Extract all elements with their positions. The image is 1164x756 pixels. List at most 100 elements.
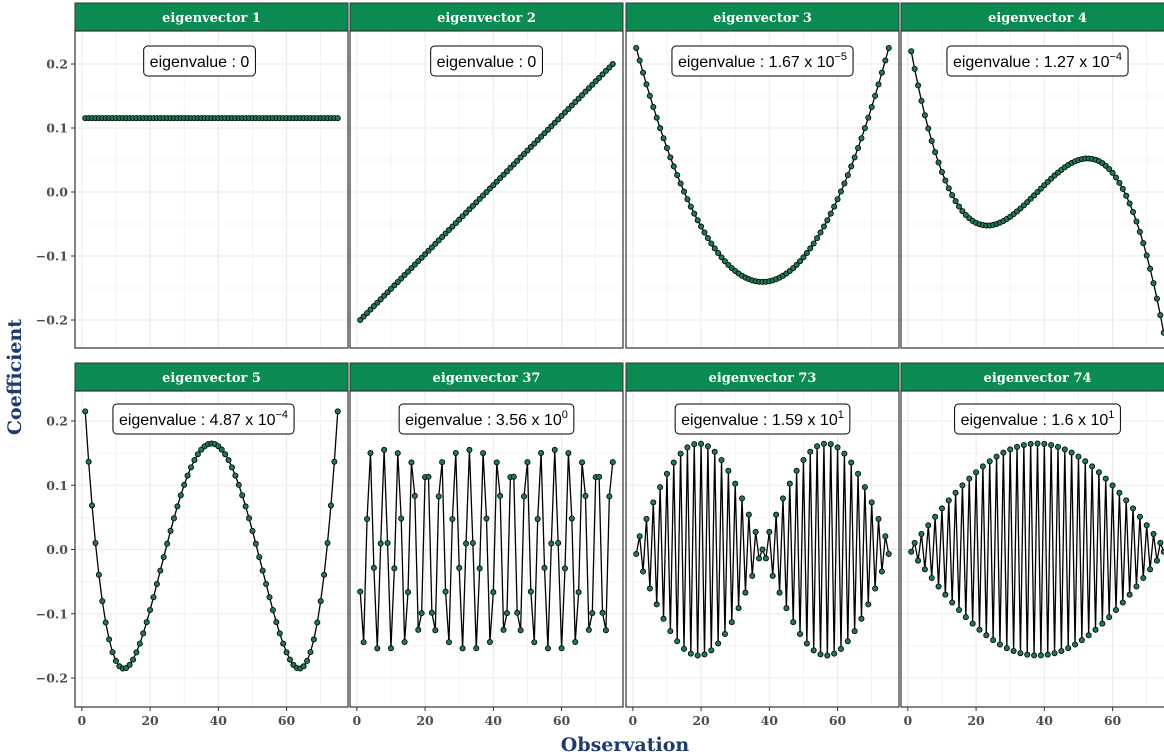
data-point: [715, 640, 722, 647]
data-point: [694, 652, 701, 659]
data-point: [908, 48, 915, 55]
data-point: [915, 82, 922, 89]
x-tick-label: 60: [829, 713, 847, 728]
data-point: [745, 511, 752, 518]
data-point: [844, 172, 851, 179]
strip: [74, 362, 349, 392]
data-point: [1136, 228, 1143, 235]
data-point: [480, 192, 487, 199]
data-point: [249, 527, 256, 534]
data-point: [1106, 614, 1113, 621]
data-point: [276, 630, 283, 637]
data-point: [677, 450, 684, 457]
data-point: [449, 223, 456, 230]
data-point: [82, 408, 89, 415]
data-point: [235, 481, 242, 488]
data-point: [938, 168, 945, 175]
data-point: [643, 81, 650, 88]
data-point: [1112, 607, 1119, 614]
data-point: [445, 227, 452, 234]
gridlines: [901, 31, 1164, 348]
data-point: [130, 656, 137, 663]
data-point: [568, 515, 575, 522]
data-point: [112, 657, 119, 664]
data-point: [711, 448, 718, 455]
data-point: [646, 585, 653, 592]
data-point: [1068, 449, 1075, 456]
data-point: [483, 188, 490, 195]
data-point: [585, 85, 592, 92]
data-point: [252, 540, 259, 547]
data-point: [480, 450, 487, 457]
panel-title: eigenvector 4: [988, 11, 1087, 26]
data-point: [442, 588, 449, 595]
data-point: [503, 168, 510, 175]
data-point: [538, 133, 545, 140]
data-point: [133, 649, 140, 656]
data-point: [1007, 446, 1014, 453]
eigenvalue-label: eigenvalue : 0: [143, 45, 256, 77]
svg-text:eigenvalue : 0: eigenvalue : 0: [437, 54, 537, 71]
data-point: [317, 598, 324, 605]
panel-eigenvector-2: eigenvector 2 eigenvalue : 0: [349, 2, 624, 349]
eigenvalue-label: eigenvalue : 1.6 x 101: [954, 403, 1121, 435]
data-point: [602, 627, 609, 634]
data-point: [228, 464, 235, 471]
data-point: [756, 555, 763, 562]
data-point: [514, 157, 521, 164]
data-point: [708, 647, 715, 654]
data-point: [803, 640, 810, 647]
svg-text:eigenvalue : 0: eigenvalue : 0: [150, 54, 250, 71]
data-point: [908, 548, 915, 555]
data-point: [565, 450, 572, 457]
data-point: [952, 198, 959, 205]
data-point: [280, 640, 287, 647]
data-point: [663, 144, 670, 151]
data-point: [1130, 209, 1137, 216]
eigenvalue-label: eigenvalue : 1.59 x 101: [674, 403, 851, 435]
data-point: [807, 448, 814, 455]
eigenvalue-label: eigenvalue : 1.67 x 10−5: [671, 45, 854, 77]
data-point: [548, 123, 555, 130]
data-point: [650, 103, 657, 110]
data-point: [1136, 513, 1143, 520]
data-point: [721, 630, 728, 637]
data-point: [582, 88, 589, 95]
data-point: [925, 125, 932, 132]
data-point: [657, 484, 664, 491]
plot-background: [75, 31, 348, 348]
data-point: [442, 230, 449, 237]
panel-border: [349, 390, 624, 708]
data-point: [367, 449, 374, 456]
data-point: [667, 628, 674, 635]
data-point: [681, 188, 688, 195]
data-point: [646, 92, 653, 99]
series-points: [633, 440, 892, 659]
data-point: [473, 645, 480, 652]
data-point: [398, 275, 405, 282]
data-point: [1109, 482, 1116, 489]
data-point: [718, 456, 725, 463]
data-point: [384, 539, 391, 546]
data-point: [711, 245, 718, 252]
panel-border: [625, 30, 900, 349]
data-point: [561, 109, 568, 116]
data-point: [381, 446, 388, 453]
data-point: [1130, 505, 1137, 512]
eigenvalue-label: eigenvalue : 1.27 x 10−4: [946, 45, 1129, 77]
data-point: [331, 458, 338, 465]
data-point: [510, 473, 517, 480]
data-point: [432, 627, 439, 634]
data-point: [191, 457, 198, 464]
data-point: [973, 469, 980, 476]
data-point: [164, 540, 171, 547]
data-point: [167, 527, 174, 534]
data-point: [585, 626, 592, 633]
data-point: [609, 459, 616, 466]
data-point: [548, 540, 555, 547]
data-point: [1041, 440, 1048, 447]
data-point: [1143, 252, 1150, 259]
data-point: [561, 565, 568, 572]
data-point: [814, 443, 821, 450]
panel-title: eigenvector 37: [433, 371, 541, 386]
